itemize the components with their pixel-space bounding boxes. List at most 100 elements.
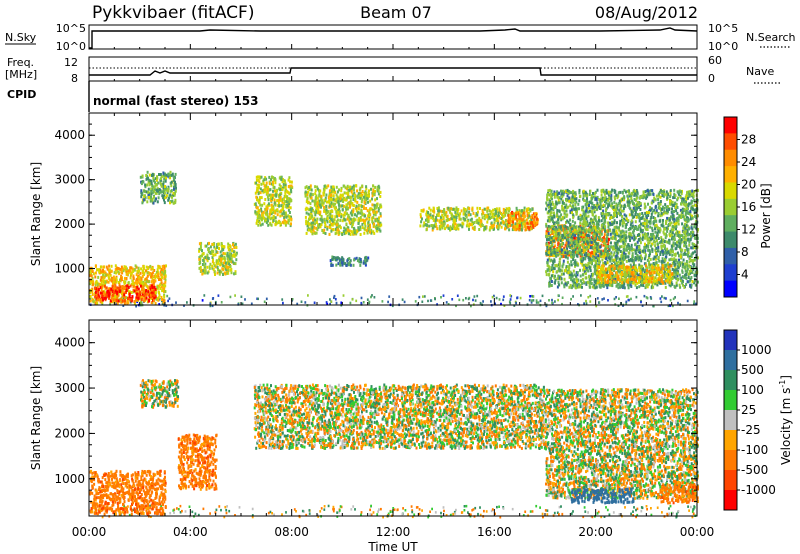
- band-cell-7: [444, 227, 446, 231]
- band-cell-10: [635, 286, 638, 290]
- band-cell-7: [510, 215, 513, 219]
- band-cell-4: [269, 222, 272, 226]
- band-cell-4: [287, 221, 290, 225]
- band-cell-4: [268, 212, 271, 216]
- band-cell-7: [520, 214, 523, 218]
- band-cell-0: [102, 269, 104, 273]
- band-cell-10: [613, 219, 616, 223]
- band-cell-3: [226, 253, 229, 257]
- band-cell-5: [357, 217, 360, 221]
- speckle-cell: [495, 296, 498, 300]
- band-cell-1: [116, 290, 119, 294]
- band-cell-7: [429, 208, 432, 212]
- band-cell-2: [164, 172, 166, 176]
- band-cell-10: [651, 285, 653, 289]
- band-cell-10: [556, 285, 559, 289]
- band-cell-0: [104, 282, 107, 286]
- band-cell-5: [322, 201, 325, 205]
- band-cell-0: [134, 264, 137, 268]
- band-cell-5: [342, 213, 345, 217]
- band-cell-7: [454, 213, 457, 217]
- band-cell-10: [683, 215, 686, 219]
- band-cell-2: [153, 185, 155, 189]
- nsky-label: N.Sky: [5, 31, 37, 44]
- band-cell-2: [173, 193, 176, 197]
- band-cell-10: [584, 239, 587, 243]
- band-cell-1: [152, 299, 155, 303]
- band-cell-10: [576, 244, 579, 247]
- band-cell-10: [686, 264, 689, 268]
- band-cell-2: [174, 198, 177, 202]
- band-cell-4: [284, 186, 287, 190]
- band-cell-4: [282, 179, 285, 183]
- band-cell-0: [163, 275, 166, 279]
- band-cell-5: [328, 212, 331, 216]
- band-cell-1: [101, 296, 103, 300]
- band-cell-7: [431, 214, 434, 218]
- band-cell-4: [255, 195, 258, 199]
- band-cell-10: [693, 246, 696, 250]
- band-cell-1: [116, 286, 119, 290]
- band-cell-4: [283, 221, 286, 225]
- speckle-cell: [509, 301, 512, 305]
- band-cell-0: [159, 266, 162, 270]
- band-cell-10: [607, 245, 610, 248]
- band-cell-0: [125, 296, 128, 300]
- band-cell-10: [634, 204, 637, 208]
- band-cell-10: [567, 220, 570, 224]
- band-cell-5: [316, 211, 319, 215]
- band-cell-5: [380, 205, 383, 209]
- band-cell-10: [694, 226, 697, 230]
- band-cell-10: [626, 283, 629, 287]
- band-cell-9: [604, 241, 607, 245]
- band-cell-2: [158, 188, 161, 191]
- band-cell-5: [337, 201, 340, 205]
- band-cell-5: [312, 208, 314, 212]
- band-cell-5: [324, 223, 327, 227]
- speckle-cell: [250, 302, 253, 305]
- band-cell-5: [312, 218, 315, 222]
- band-cell-10: [647, 248, 650, 252]
- band-cell-8: [533, 218, 536, 221]
- band-cell-2: [154, 177, 157, 181]
- band-cell-10: [557, 228, 560, 232]
- band-cell-0: [159, 287, 162, 290]
- band-cell-7: [458, 215, 461, 219]
- band-cell-10: [671, 207, 673, 211]
- band-cell-4: [284, 211, 287, 215]
- band-cell-7: [495, 207, 498, 211]
- band-cell-7: [461, 224, 464, 228]
- band-cell-0: [133, 300, 136, 304]
- band-cell-1: [94, 290, 97, 294]
- band-cell-4: [265, 221, 268, 225]
- band-cell-4: [265, 181, 268, 185]
- band-cell-0: [132, 288, 135, 292]
- band-cell-3: [223, 265, 226, 268]
- band-cell-8: [516, 219, 519, 223]
- band-cell-0: [141, 271, 144, 275]
- band-cell-5: [374, 213, 377, 217]
- band-cell-2: [169, 176, 172, 180]
- band-cell-9: [580, 235, 582, 239]
- band-cell-0: [159, 277, 162, 281]
- band-cell-10: [627, 286, 630, 290]
- speckle-cell: [114, 302, 117, 305]
- band-cell-5: [352, 209, 355, 213]
- band-cell-9: [562, 229, 565, 233]
- band-cell-5: [350, 201, 353, 205]
- band-cell-5: [328, 216, 331, 220]
- band-cell-1: [100, 298, 103, 302]
- nave-tick-top: 60: [708, 54, 722, 67]
- band-cell-3: [226, 261, 228, 265]
- band-cell-4: [268, 215, 271, 219]
- band-cell-0: [89, 291, 92, 294]
- band-cell-5: [345, 222, 348, 226]
- band-cell-5: [377, 220, 380, 224]
- band-cell-1: [150, 291, 153, 295]
- band-cell-5: [316, 228, 319, 232]
- band-cell-10: [608, 278, 611, 282]
- band-cell-0: [89, 282, 91, 286]
- band-cell-4: [255, 175, 258, 179]
- band-cell-9: [569, 243, 572, 247]
- band-cell-0: [110, 269, 113, 273]
